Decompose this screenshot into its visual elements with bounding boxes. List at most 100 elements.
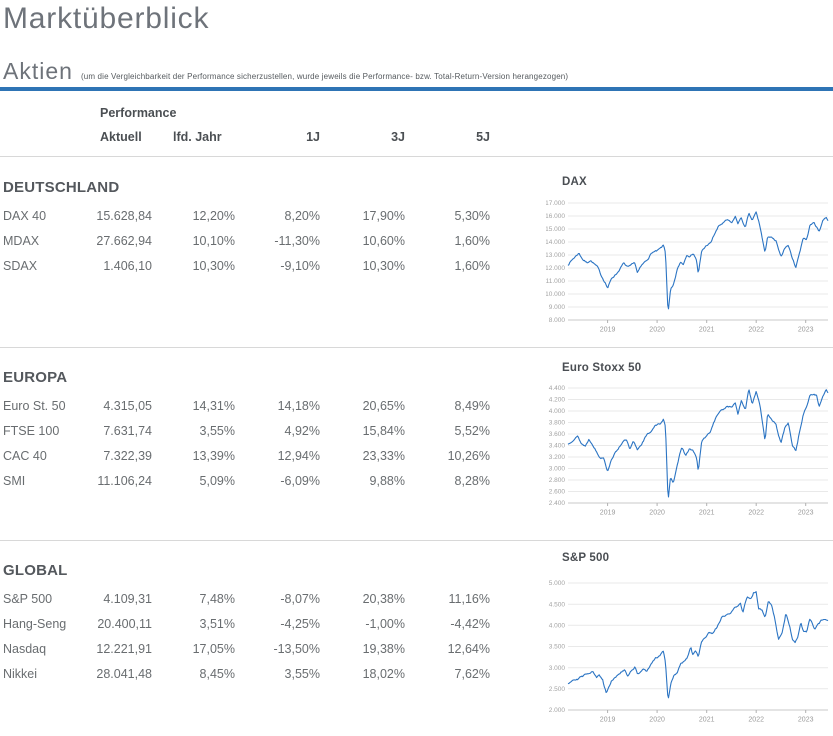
x-tick-label: 2021 (699, 717, 715, 723)
row-value: 12,20% (192, 208, 235, 223)
y-tick-label: 13.000 (546, 252, 565, 259)
y-tick-label: 2.800 (549, 477, 566, 484)
row-value: 7.322,39 (103, 448, 152, 463)
section-europa: EUROPA Euro St. 50 4.315,05 14,31% 14,18% 20,… (0, 347, 540, 493)
y-tick-label: 8.000 (549, 317, 566, 324)
row-value: -13,50% (273, 641, 320, 656)
row-value: 13,39% (192, 448, 235, 463)
row-value: 20.400,11 (97, 616, 152, 631)
row-value: -4,42% (450, 616, 490, 631)
chart-euro-stoxx-50: Euro Stoxx 50 4.400 4.200 4.000 3.800 3.600 3.… (546, 358, 833, 516)
chart-s-p-500: S&P 500 5.000 4.500 4.000 3.500 3.000 2.500 2.0… (546, 548, 833, 722)
x-tick-label: 2019 (600, 717, 616, 723)
y-tick-label: 3.000 (549, 466, 566, 473)
section-title: GLOBAL (3, 562, 68, 579)
row-value: 10,26% (447, 448, 490, 463)
y-tick-label: 12.000 (546, 265, 565, 272)
y-tick-label: 3.000 (549, 665, 566, 672)
separator (0, 156, 833, 157)
row-value: 12.221,91 (96, 641, 152, 656)
row-value: 1,60% (454, 233, 490, 248)
row-label: S&P 500 (3, 591, 53, 606)
row-value: 18,02% (362, 666, 405, 681)
row-value: 5,30% (454, 208, 490, 223)
y-tick-label: 4.000 (549, 623, 566, 630)
row-value: 1,60% (454, 258, 490, 273)
performance-note: (um die Vergleichbarkeit der Performance… (80, 72, 569, 81)
row-value: -1,00% (365, 616, 405, 631)
y-tick-label: 3.400 (549, 443, 566, 450)
chart-title: DAX (562, 176, 587, 188)
x-tick-label: 2022 (748, 510, 764, 517)
row-value: 12,64% (447, 641, 490, 656)
x-tick-label: 2022 (748, 717, 764, 723)
row-label: SMI (3, 473, 26, 488)
row-value: 17,05% (192, 641, 235, 656)
row-value: 7,48% (199, 591, 235, 606)
y-tick-label: 2.000 (549, 707, 566, 714)
row-label: CAC 40 (3, 448, 47, 463)
y-tick-label: 4.400 (549, 385, 566, 392)
separator (0, 540, 833, 541)
y-tick-label: 9.000 (549, 304, 566, 311)
row-label: Nikkei (3, 666, 38, 681)
x-tick-label: 2019 (600, 327, 616, 334)
row-value: 10,30% (192, 258, 235, 273)
separator (0, 347, 833, 348)
row-value: 15,84% (362, 423, 405, 438)
x-tick-label: 2023 (798, 510, 814, 517)
row-value: 15.628,84 (96, 208, 152, 223)
x-tick-label: 2023 (798, 327, 814, 334)
row-value: 10,10% (192, 233, 235, 248)
table-row: FTSE 100 7.631,74 3,55% 4,92% 15,84% 5,52% (0, 418, 540, 443)
price-line (567, 389, 829, 498)
line-chart-svg: 4.400 4.200 4.000 3.800 3.600 3.400 3.200 3.000… (549, 385, 829, 517)
row-value: -6,09% (280, 473, 320, 488)
x-tick-label: 2019 (600, 510, 616, 517)
row-label: DAX 40 (3, 208, 47, 223)
row-value: 14,18% (277, 398, 320, 413)
row-value: 3,55% (284, 666, 320, 681)
y-tick-label: 3.200 (549, 454, 566, 461)
row-value: 3,55% (199, 423, 235, 438)
row-value: 19,38% (362, 641, 405, 656)
section-rows: Euro St. 50 4.315,05 14,31% 14,18% 20,65% 8,4… (0, 393, 540, 493)
chart-title: S&P 500 (562, 552, 610, 564)
row-value: 5,09% (199, 473, 235, 488)
section-rows: DAX 40 15.628,84 12,20% 8,20% 17,90% 5,30% MDA… (0, 203, 540, 278)
row-value: -8,07% (280, 591, 320, 606)
row-label: Euro St. 50 (3, 398, 66, 413)
row-value: 11.106,24 (97, 473, 152, 488)
section-title: DEUTSCHLAND (3, 179, 120, 196)
price-line (567, 211, 829, 310)
y-tick-label: 3.500 (549, 644, 566, 651)
row-value: 5,52% (454, 423, 490, 438)
column-header: 3J (391, 130, 405, 144)
row-value: 10,30% (362, 258, 405, 273)
table-row: Euro St. 50 4.315,05 14,31% 14,18% 20,65% 8,4… (0, 393, 540, 418)
row-value: -4,25% (280, 616, 320, 631)
x-tick-label: 2020 (649, 717, 665, 723)
row-value: 8,20% (284, 208, 320, 223)
section-label-aktien: Aktien (3, 58, 73, 84)
column-header: 5J (476, 130, 490, 144)
row-value: 4.315,05 (103, 398, 152, 413)
row-value: 14,31% (192, 398, 235, 413)
row-label: MDAX (3, 233, 40, 248)
row-value: 10,60% (362, 233, 405, 248)
row-label: Hang-Seng (3, 616, 67, 631)
row-value: 23,33% (362, 448, 405, 463)
section-global: GLOBAL S&P 500 4.109,31 7,48% -8,07% 20,38% 11… (0, 540, 540, 686)
y-tick-label: 4.500 (549, 601, 566, 608)
y-tick-label: 4.200 (549, 397, 566, 404)
table-row: DAX 40 15.628,84 12,20% 8,20% 17,90% 5,30% (0, 203, 540, 228)
section-deutschland: DEUTSCHLAND DAX 40 15.628,84 12,20% 8,20% 17,… (0, 157, 540, 278)
row-value: 20,65% (362, 398, 405, 413)
x-tick-label: 2023 (798, 717, 814, 723)
y-tick-label: 2.500 (549, 686, 566, 693)
section-title: EUROPA (3, 369, 68, 386)
table-row: S&P 500 4.109,31 7,48% -8,07% 20,38% 11,16% (0, 586, 540, 611)
x-tick-label: 2021 (699, 510, 715, 517)
row-value: -9,10% (280, 258, 320, 273)
